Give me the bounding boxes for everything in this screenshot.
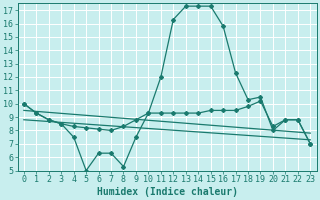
X-axis label: Humidex (Indice chaleur): Humidex (Indice chaleur) — [97, 186, 237, 197]
